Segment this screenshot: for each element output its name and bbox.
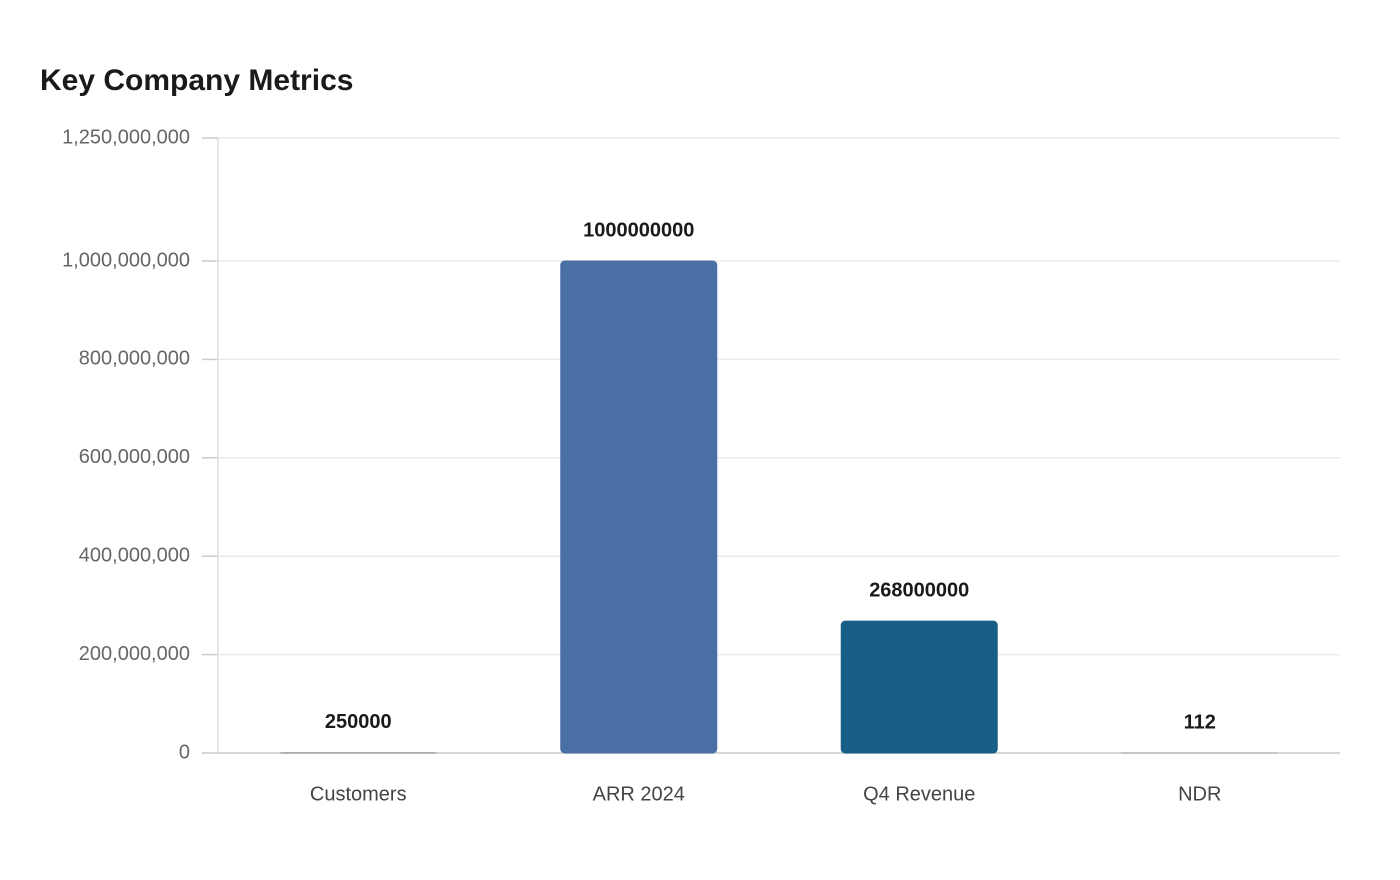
bar (560, 260, 718, 754)
y-tick-label: 0 (179, 741, 190, 763)
y-tick-label: 600,000,000 (79, 446, 190, 468)
chart-title: Key Company Metrics (40, 64, 353, 97)
x-tick-label: NDR (1178, 783, 1221, 805)
y-tick-label: 1,250,000,000 (62, 126, 190, 148)
y-tick-label: 400,000,000 (79, 544, 190, 566)
value-label: 1000000000 (583, 219, 694, 241)
bar (840, 620, 998, 754)
value-label: 250000 (325, 711, 392, 733)
x-tick-label: ARR 2024 (593, 783, 685, 805)
y-tick-label: 200,000,000 (79, 643, 190, 665)
y-tick-label: 800,000,000 (79, 348, 190, 370)
x-tick-label: Customers (310, 783, 407, 805)
y-tick-label: 1,000,000,000 (62, 249, 190, 271)
x-tick-label: Q4 Revenue (863, 783, 975, 805)
value-label: 268000000 (869, 579, 969, 601)
value-label: 112 (1184, 711, 1216, 733)
